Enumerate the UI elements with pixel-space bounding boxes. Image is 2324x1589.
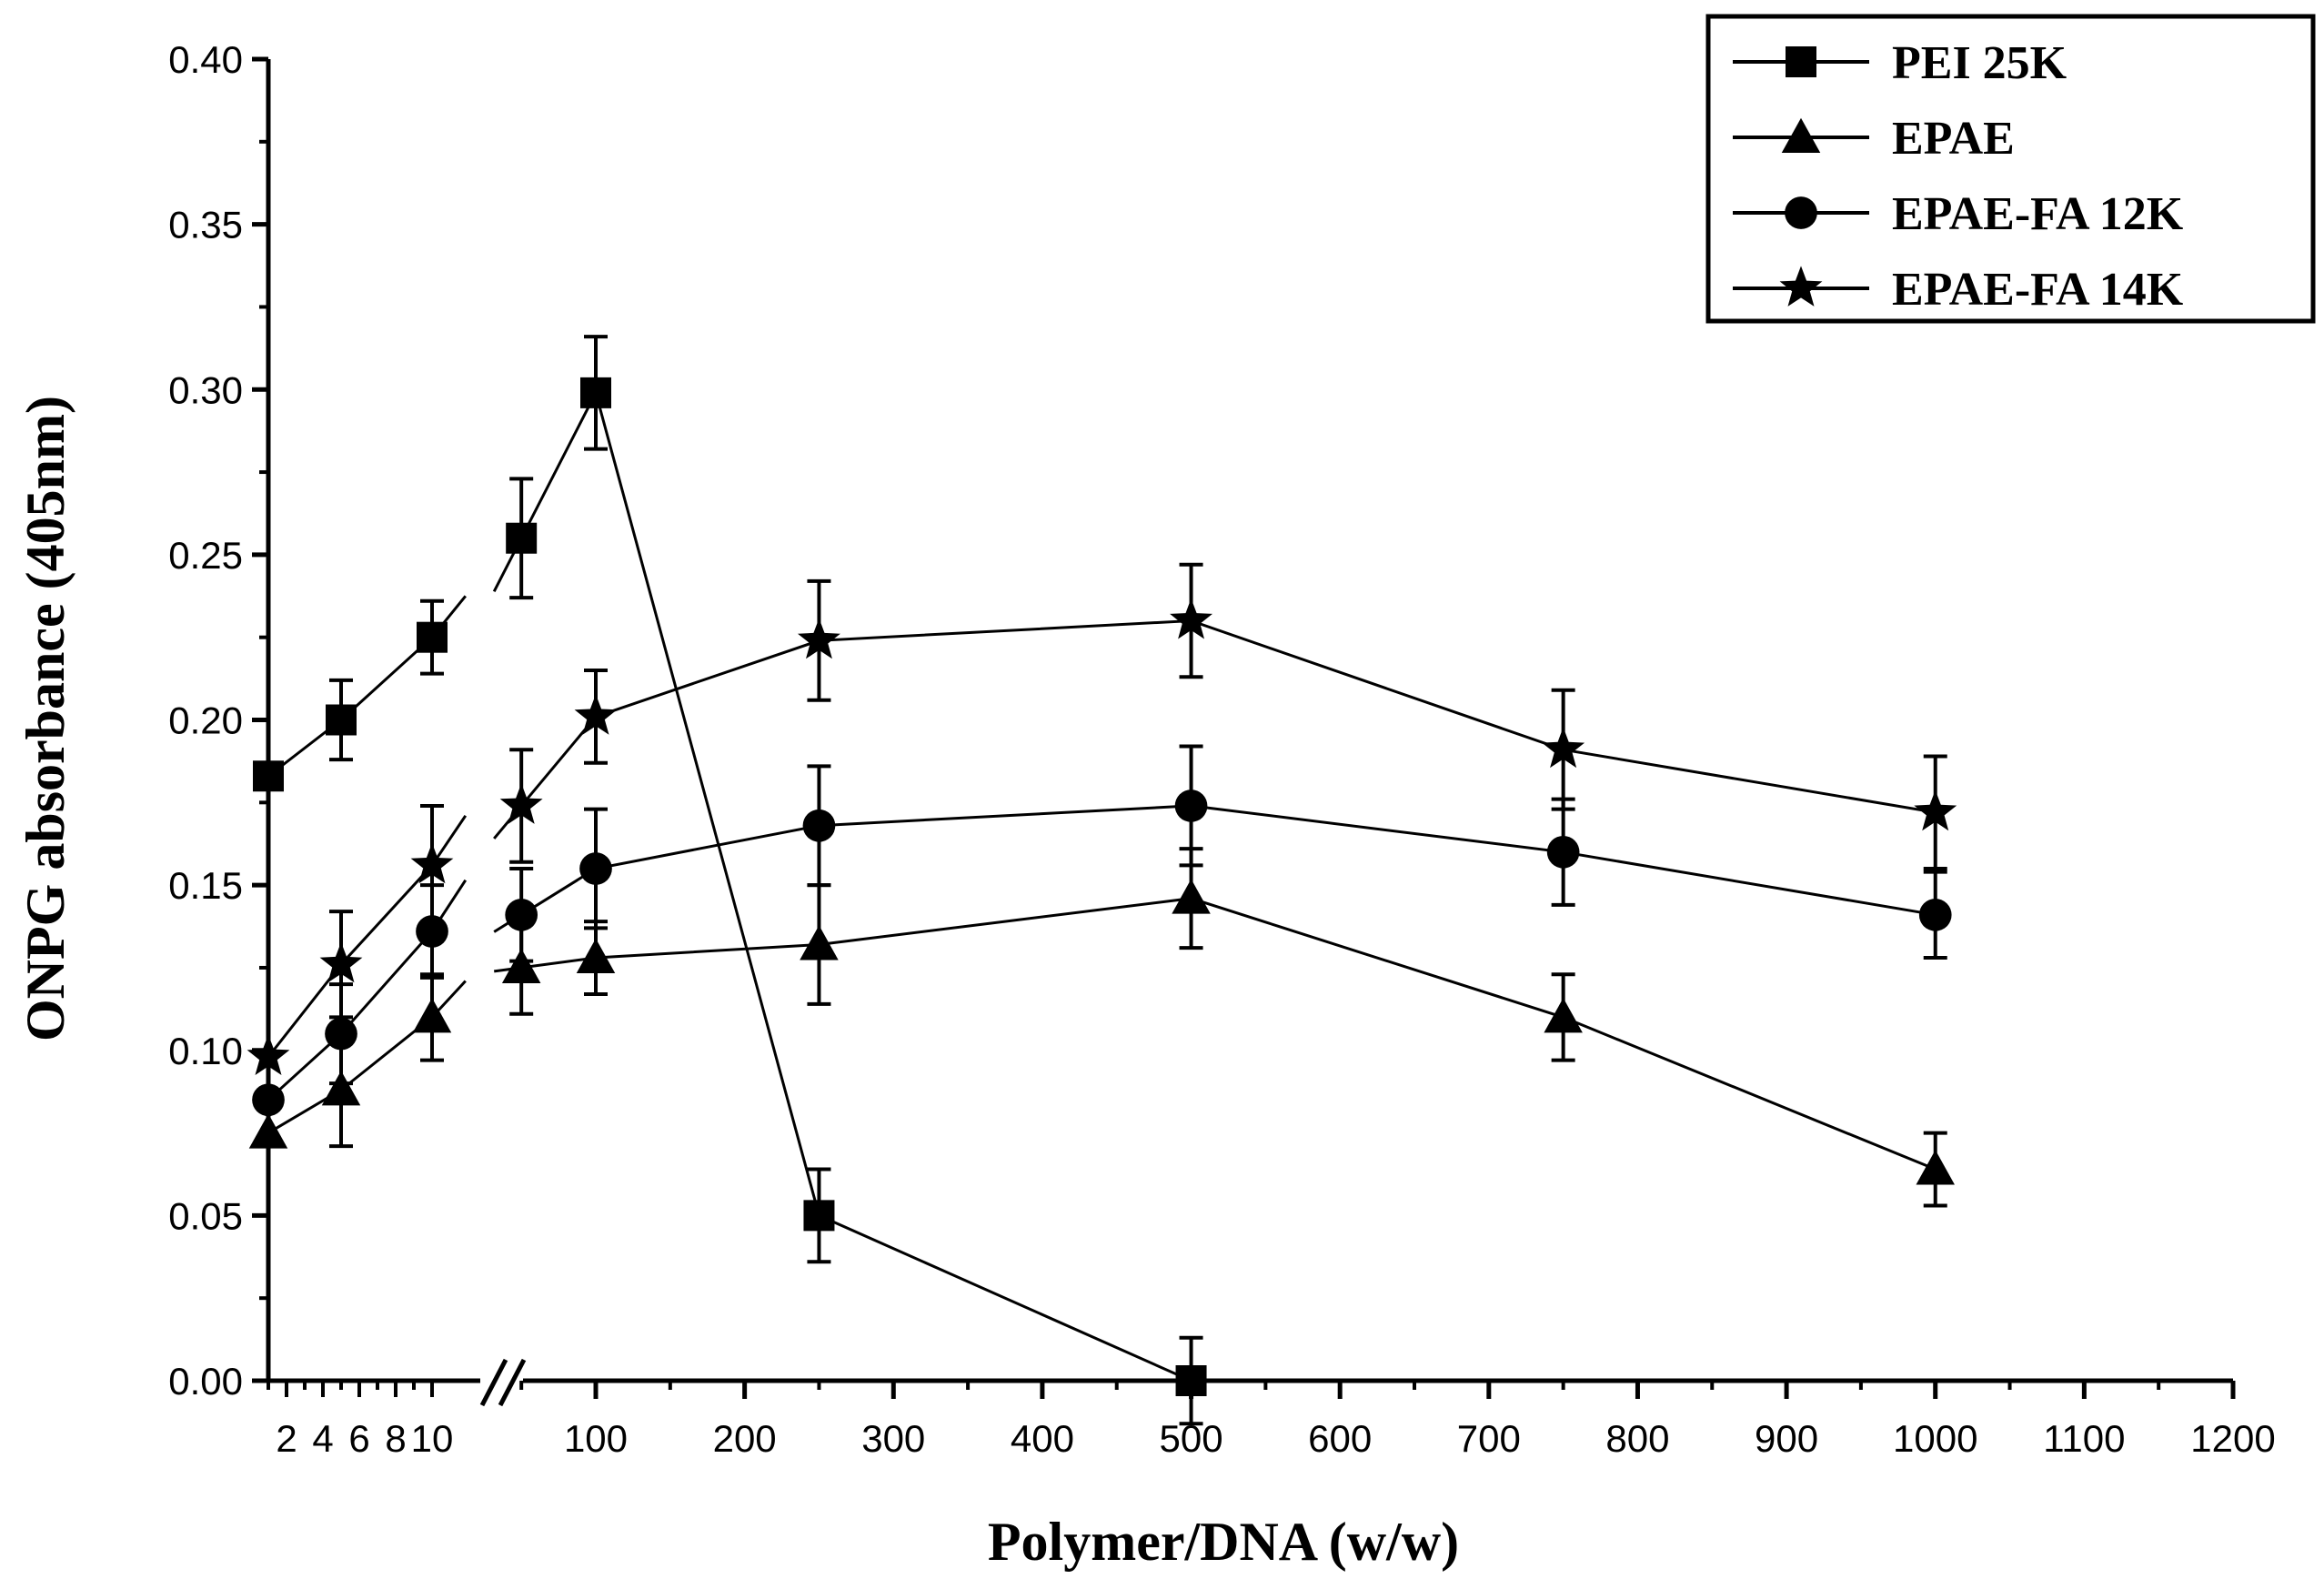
y-tick-label: 0.00 — [168, 1360, 243, 1403]
data-point-epae-fa-14k — [1914, 789, 1957, 831]
x-tick-label-high: 100 — [564, 1417, 628, 1460]
x-tick-label-high: 1200 — [2190, 1417, 2275, 1460]
legend-label: EPAE — [1892, 113, 2015, 165]
x-tick-label-high: 700 — [1457, 1417, 1521, 1460]
legend-marker-epae-fa-12k — [1785, 196, 1817, 229]
data-point-epae — [1172, 879, 1211, 914]
data-point-epae-fa-12k — [1918, 898, 1952, 931]
x-tick-label-high: 800 — [1605, 1417, 1669, 1460]
data-point-epae — [1544, 998, 1583, 1033]
x-tick-label-high: 1100 — [2043, 1417, 2125, 1460]
data-point-pei-25k — [580, 377, 611, 408]
series-epae-fa-14k — [246, 562, 1957, 1075]
x-tick-label-high: 200 — [713, 1417, 777, 1460]
legend-marker-epae — [1781, 117, 1821, 153]
y-tick-label: 0.30 — [168, 368, 243, 411]
data-point-epae-fa-14k — [1542, 727, 1585, 769]
y-tick-label: 0.25 — [168, 534, 243, 577]
series-line-low — [267, 879, 468, 1101]
series-epae-fa-12k — [252, 744, 1952, 1117]
data-point-epae-fa-14k — [1170, 598, 1212, 639]
series-layer — [246, 335, 1957, 1426]
y-tick-label: 0.05 — [168, 1194, 243, 1237]
data-point-epae-fa-14k — [319, 941, 363, 983]
data-point-epae-fa-12k — [252, 1083, 285, 1117]
data-point-epae — [800, 925, 839, 960]
y-tick-label: 0.20 — [168, 699, 243, 742]
series-line-low — [267, 814, 468, 1058]
data-point-epae-fa-12k — [802, 809, 836, 842]
legend-label: EPAE-FA 12K — [1892, 188, 2184, 240]
x-tick-label-high: 400 — [1011, 1417, 1074, 1460]
data-point-epae — [576, 938, 616, 974]
legend-marker-epae-fa-14k — [1779, 266, 1823, 307]
x-tick-label-high: 600 — [1308, 1417, 1372, 1460]
axis-break-mark — [479, 1358, 508, 1407]
x-tick-label-low: 8 — [385, 1417, 406, 1460]
data-point-epae — [248, 1113, 288, 1149]
y-tick-label: 0.40 — [168, 38, 243, 81]
x-tick-label-low: 10 — [411, 1417, 454, 1460]
data-point-epae-fa-14k — [499, 783, 543, 824]
data-point-epae — [412, 998, 452, 1033]
axis-break-mark — [498, 1358, 527, 1407]
data-point-epae — [1916, 1150, 1955, 1185]
x-tick-label-low: 6 — [348, 1417, 369, 1460]
data-point-epae-fa-14k — [246, 1034, 290, 1075]
x-tick-label-high: 1000 — [1893, 1417, 1977, 1460]
data-point-epae — [321, 1071, 361, 1106]
x-tick-label-high: 300 — [861, 1417, 925, 1460]
data-point-pei-25k — [803, 1200, 835, 1232]
legend-label: PEI 25K — [1892, 37, 2067, 89]
data-point-pei-25k — [326, 704, 357, 736]
series-pei-25k — [253, 335, 1207, 1426]
y-axis-title: ONPG absorbance (405nm) — [15, 396, 75, 1041]
y-tick-label: 0.10 — [168, 1030, 243, 1072]
y-tick-label: 0.15 — [168, 864, 243, 907]
x-tick-label-high: 900 — [1755, 1417, 1818, 1460]
data-point-epae-fa-12k — [325, 1017, 357, 1051]
legend-marker-pei-25k — [1786, 46, 1816, 77]
legend-label: EPAE-FA 14K — [1892, 264, 2184, 316]
data-point-pei-25k — [506, 522, 538, 554]
data-point-epae-fa-14k — [410, 842, 454, 884]
data-point-epae-fa-12k — [1546, 835, 1580, 869]
axes: 0.000.050.100.150.200.250.300.350.402 4 6 8… — [168, 38, 2275, 1460]
data-point-pei-25k — [1175, 1365, 1207, 1396]
x-tick-label-low: 2 — [276, 1417, 297, 1460]
data-point-pei-25k — [417, 621, 448, 653]
series-line-low — [267, 980, 467, 1134]
x-axis-title: Polymer/DNA (w/w) — [988, 1512, 1459, 1572]
data-point-epae-fa-12k — [1174, 789, 1208, 822]
data-point-epae-fa-12k — [579, 852, 612, 885]
series-line-low — [267, 595, 467, 778]
data-point-epae-fa-14k — [798, 618, 840, 659]
data-point-epae-fa-14k — [574, 694, 618, 735]
legend: PEI 25K EPAE EPAE-FA 12K EPAE-FA 14K — [1705, 14, 2316, 324]
x-tick-label-low: 4 — [312, 1417, 333, 1460]
y-tick-label: 0.35 — [168, 204, 243, 246]
data-point-epae-fa-12k — [505, 898, 538, 931]
data-point-epae — [501, 948, 541, 983]
data-point-pei-25k — [253, 760, 284, 792]
